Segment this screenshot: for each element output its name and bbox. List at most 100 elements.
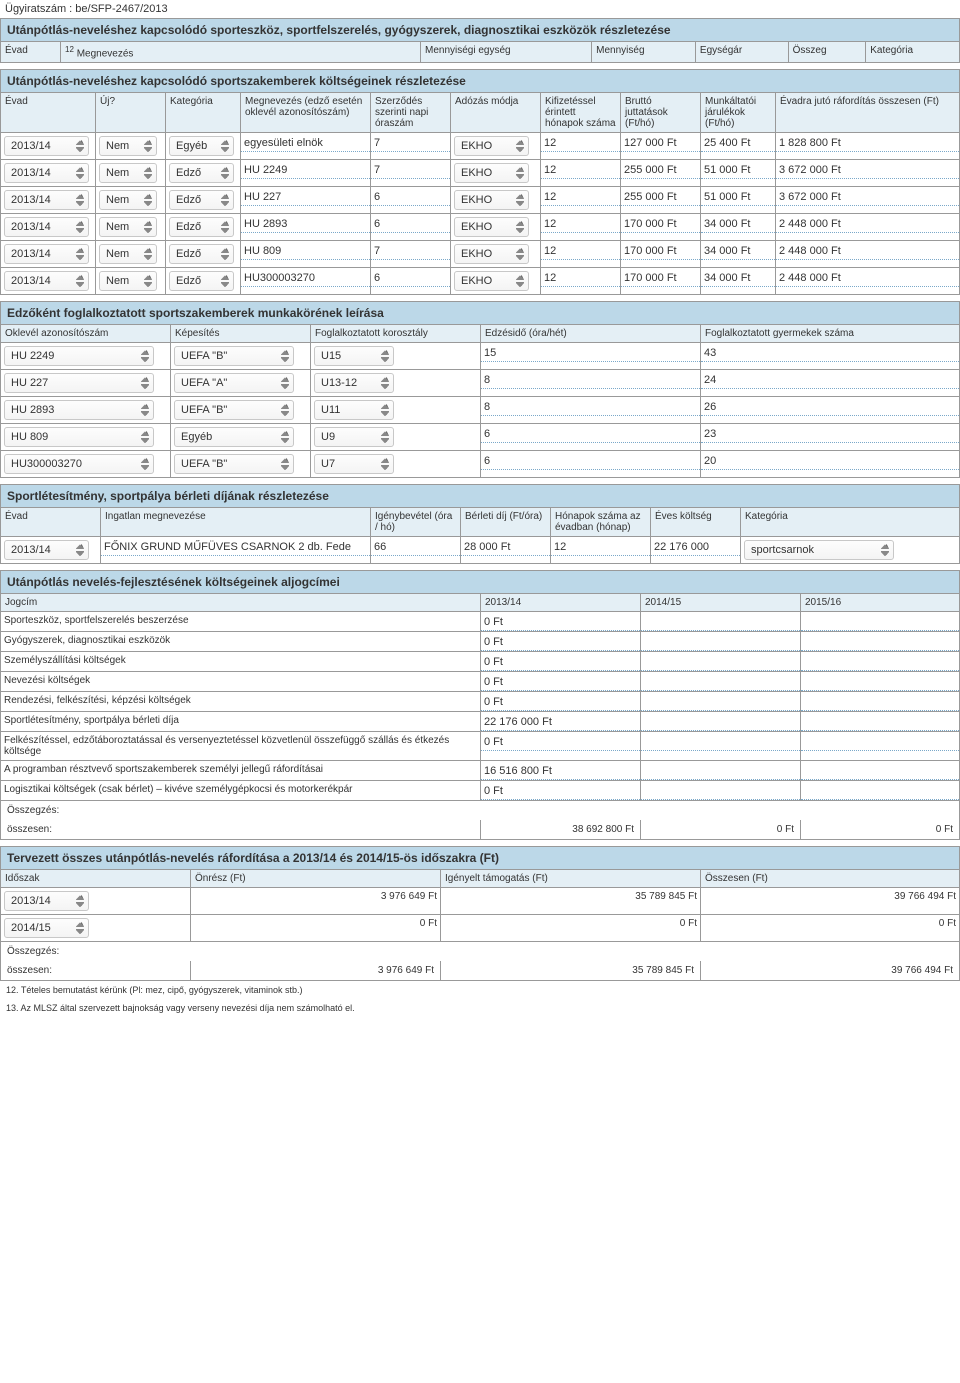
sec5-v1-4[interactable]: 0 Ft [481,694,640,711]
sec2-brutto-5[interactable]: 170 000 Ft [621,270,700,287]
sec2-evra-1[interactable]: 3 672 000 Ft [776,162,959,179]
sec2-uj-0[interactable]: Nem▲▼ [99,136,157,156]
sec3-kor-2[interactable]: U11▲▼ [314,400,394,420]
sec2-hon-2[interactable]: 12 [541,189,620,206]
sec3-ido-1[interactable]: 8 [481,372,700,389]
sec3-kep-0[interactable]: UEFA "B"▲▼ [174,346,294,366]
sec2-ora-4[interactable]: 7 [371,243,450,260]
sec2-kat-1[interactable]: Edző▲▼ [169,163,234,183]
sec5-v3-6[interactable] [801,734,959,751]
sec2-brutto-3[interactable]: 170 000 Ft [621,216,700,233]
sec4-hon-0[interactable]: 12 [551,539,650,556]
sec2-jar-5[interactable]: 34 000 Ft [701,270,775,287]
sec3-kor-4[interactable]: U7▲▼ [314,454,394,474]
sec5-v1-1[interactable]: 0 Ft [481,634,640,651]
sec5-v3-8[interactable] [801,783,959,800]
sec4-ing-0[interactable]: FŐNIX GRUND MŰFÜVES CSARNOK 2 db. Fede [101,539,370,556]
sec3-ok-0[interactable]: HU 2249▲▼ [4,346,154,366]
sec2-hon-0[interactable]: 12 [541,135,620,152]
sec3-ido-2[interactable]: 8 [481,399,700,416]
sec2-uj-1[interactable]: Nem▲▼ [99,163,157,183]
sec5-v2-2[interactable] [641,654,800,671]
sec3-kep-2[interactable]: UEFA "B"▲▼ [174,400,294,420]
sec4-ig-0[interactable]: 66 [371,539,460,556]
sec2-kat-2[interactable]: Edző▲▼ [169,190,234,210]
sec2-jar-1[interactable]: 51 000 Ft [701,162,775,179]
sec3-ok-1[interactable]: HU 227▲▼ [4,373,154,393]
sec3-kep-4[interactable]: UEFA "B"▲▼ [174,454,294,474]
sec2-evra-0[interactable]: 1 828 800 Ft [776,135,959,152]
sec2-evra-3[interactable]: 2 448 000 Ft [776,216,959,233]
sec3-ido-0[interactable]: 15 [481,345,700,362]
sec5-v1-0[interactable]: 0 Ft [481,614,640,631]
sec3-kep-3[interactable]: Egyéb▲▼ [174,427,294,447]
sec2-ev-4[interactable]: 2013/14▲▼ [4,244,89,264]
sec4-ev-0[interactable]: 2013/14▲▼ [4,540,89,560]
sec2-ora-0[interactable]: 7 [371,135,450,152]
sec5-v3-1[interactable] [801,634,959,651]
sec5-v2-8[interactable] [641,783,800,800]
sec2-meg-1[interactable]: HU 2249 [241,162,370,179]
sec3-gy-4[interactable]: 20 [701,453,959,470]
sec2-brutto-0[interactable]: 127 000 Ft [621,135,700,152]
sec5-v3-2[interactable] [801,654,959,671]
sec2-hon-3[interactable]: 12 [541,216,620,233]
sec2-meg-4[interactable]: HU 809 [241,243,370,260]
sec2-meg-5[interactable]: HU300003270 [241,270,370,287]
sec2-ev-2[interactable]: 2013/14▲▼ [4,190,89,210]
sec2-meg-2[interactable]: HU 227 [241,189,370,206]
sec2-evra-4[interactable]: 2 448 000 Ft [776,243,959,260]
sec3-kep-1[interactable]: UEFA "A"▲▼ [174,373,294,393]
sec5-v2-6[interactable] [641,734,800,751]
sec5-v1-3[interactable]: 0 Ft [481,674,640,691]
sec2-jar-0[interactable]: 25 400 Ft [701,135,775,152]
sec5-v1-5[interactable]: 22 176 000 Ft [481,714,640,731]
sec6-ido-0[interactable]: 2013/14▲▼ [4,891,89,911]
sec2-ev-3[interactable]: 2013/14▲▼ [4,217,89,237]
sec2-brutto-1[interactable]: 255 000 Ft [621,162,700,179]
sec4-kat-0[interactable]: sportcsarnok▲▼ [744,540,894,560]
sec3-kor-3[interactable]: U9▲▼ [314,427,394,447]
sec2-ev-1[interactable]: 2013/14▲▼ [4,163,89,183]
sec2-ado-4[interactable]: EKHO▲▼ [454,244,529,264]
sec2-uj-4[interactable]: Nem▲▼ [99,244,157,264]
sec2-uj-3[interactable]: Nem▲▼ [99,217,157,237]
sec2-hon-4[interactable]: 12 [541,243,620,260]
sec2-ado-0[interactable]: EKHO▲▼ [454,136,529,156]
sec3-gy-0[interactable]: 43 [701,345,959,362]
sec4-ber-0[interactable]: 28 000 Ft [461,539,550,556]
sec2-jar-3[interactable]: 34 000 Ft [701,216,775,233]
sec5-v1-7[interactable]: 16 516 800 Ft [481,763,640,780]
sec5-v3-7[interactable] [801,763,959,780]
sec2-ado-1[interactable]: EKHO▲▼ [454,163,529,183]
sec2-jar-4[interactable]: 34 000 Ft [701,243,775,260]
sec3-kor-0[interactable]: U15▲▼ [314,346,394,366]
sec2-meg-0[interactable]: egyesületi elnök [241,135,370,152]
sec3-ok-4[interactable]: HU300003270▲▼ [4,454,154,474]
sec2-meg-3[interactable]: HU 2893 [241,216,370,233]
sec2-ora-3[interactable]: 6 [371,216,450,233]
sec2-ado-2[interactable]: EKHO▲▼ [454,190,529,210]
sec2-kat-4[interactable]: Edző▲▼ [169,244,234,264]
sec2-kat-0[interactable]: Egyéb▲▼ [169,136,234,156]
sec5-v1-2[interactable]: 0 Ft [481,654,640,671]
sec5-v1-6[interactable]: 0 Ft [481,734,640,751]
sec5-v2-1[interactable] [641,634,800,651]
sec5-v2-4[interactable] [641,694,800,711]
sec5-v3-3[interactable] [801,674,959,691]
sec3-ido-3[interactable]: 6 [481,426,700,443]
sec3-ok-2[interactable]: HU 2893▲▼ [4,400,154,420]
sec2-brutto-4[interactable]: 170 000 Ft [621,243,700,260]
sec2-evra-2[interactable]: 3 672 000 Ft [776,189,959,206]
sec2-evra-5[interactable]: 2 448 000 Ft [776,270,959,287]
sec5-v3-5[interactable] [801,714,959,731]
sec2-ev-0[interactable]: 2013/14▲▼ [4,136,89,156]
sec5-v2-5[interactable] [641,714,800,731]
sec2-ado-3[interactable]: EKHO▲▼ [454,217,529,237]
sec2-ora-2[interactable]: 6 [371,189,450,206]
sec2-hon-5[interactable]: 12 [541,270,620,287]
sec4-evkolt-0[interactable]: 22 176 000 [651,539,740,556]
sec2-brutto-2[interactable]: 255 000 Ft [621,189,700,206]
sec5-v1-8[interactable]: 0 Ft [481,783,640,800]
sec2-uj-2[interactable]: Nem▲▼ [99,190,157,210]
